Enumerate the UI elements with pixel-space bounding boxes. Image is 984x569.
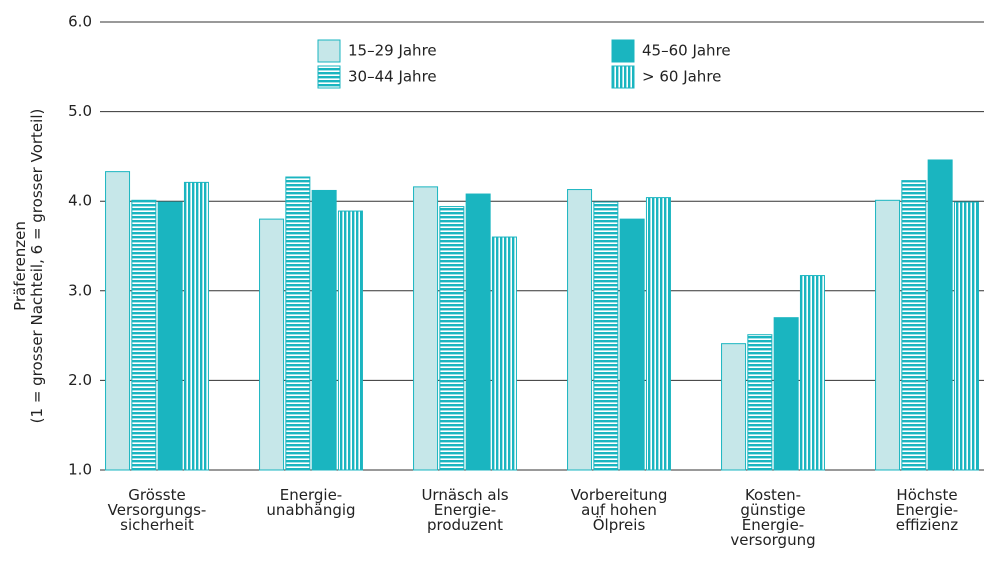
bar <box>105 171 131 471</box>
bar <box>491 236 517 471</box>
bar <box>619 218 645 471</box>
bar <box>721 343 747 471</box>
y-axis-label-line: (1 = grosser Nachteil, 6 = grosser Vorte… <box>28 109 46 424</box>
x-tick-label: Höchste Energie- effizienz <box>895 486 959 534</box>
y-tick-label: 1.0 <box>68 461 92 479</box>
x-tick-label: Kosten- günstige Energie- versorgung <box>730 486 816 549</box>
y-axis-label-line: Präferenzen <box>11 221 29 311</box>
legend-label: 45–60 Jahre <box>642 42 731 60</box>
bar <box>183 181 209 471</box>
x-tick-label: Energie- unabhängig <box>266 486 356 519</box>
bar <box>747 334 773 471</box>
bar <box>927 159 953 471</box>
legend-label: 30–44 Jahre <box>348 68 437 86</box>
bar <box>875 199 901 471</box>
bar <box>645 197 671 471</box>
bar <box>567 189 593 471</box>
bar <box>593 201 619 471</box>
bar <box>465 193 491 471</box>
bar <box>157 201 183 471</box>
bar <box>799 275 825 471</box>
legend-swatch <box>317 65 341 89</box>
y-tick-label: 5.0 <box>68 102 92 120</box>
bar <box>131 199 157 471</box>
x-tick-label: Grösste Versorgungs- sicherheit <box>107 486 207 534</box>
x-tick-label: Vorbereitung auf hohen Ölpreis <box>570 486 668 534</box>
legend-label: > 60 Jahre <box>642 68 721 86</box>
bar <box>439 206 465 471</box>
x-tick-label: Urnäsch als Energie- produzent <box>421 486 509 534</box>
legend-swatch <box>317 39 341 63</box>
y-tick-label: 6.0 <box>68 13 92 31</box>
legend-swatch <box>611 65 635 89</box>
bar <box>773 317 799 471</box>
y-tick-label: 4.0 <box>68 192 92 210</box>
y-axis-label: Präferenzen(1 = grosser Nachteil, 6 = gr… <box>11 109 46 424</box>
bar <box>285 176 311 471</box>
bar <box>259 218 285 471</box>
bar <box>901 180 927 471</box>
bar <box>413 186 439 471</box>
legend-swatch <box>611 39 635 63</box>
bar <box>337 210 363 471</box>
bar <box>953 201 979 471</box>
bar <box>311 189 337 471</box>
legend-label: 15–29 Jahre <box>348 42 437 60</box>
y-tick-label: 3.0 <box>68 281 92 299</box>
y-tick-label: 2.0 <box>68 371 92 389</box>
